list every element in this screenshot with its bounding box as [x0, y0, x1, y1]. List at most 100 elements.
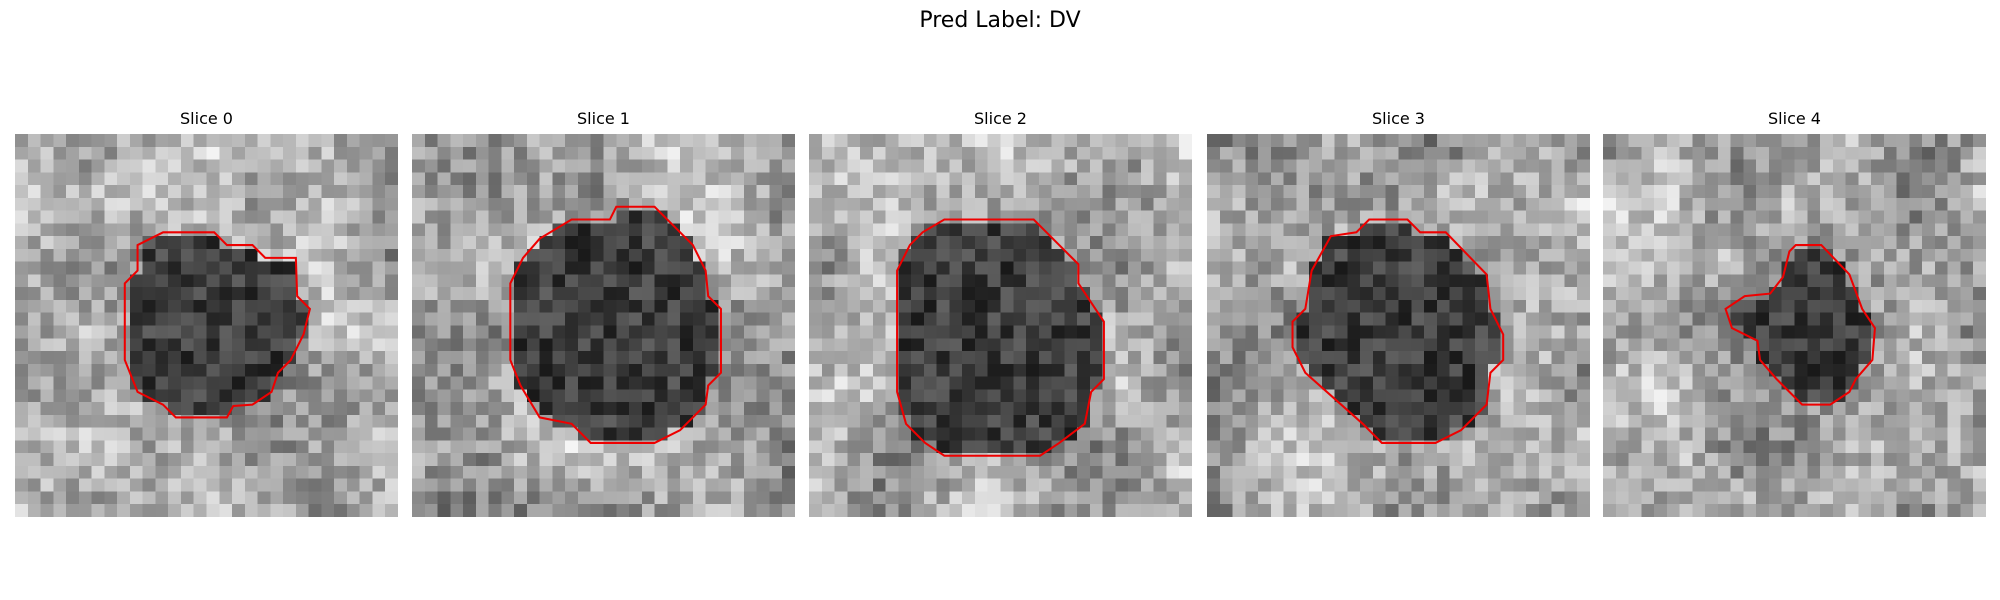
pixel: [654, 210, 668, 224]
pixel: [1628, 261, 1642, 275]
pixel: [1577, 223, 1590, 237]
pixel: [1000, 287, 1014, 300]
pixel: [257, 478, 271, 492]
pixel: [1077, 134, 1090, 147]
pixel: [1960, 414, 1974, 428]
pixel: [1038, 376, 1052, 390]
pixel: [603, 197, 617, 211]
pixel: [66, 197, 79, 211]
pixel: [359, 134, 373, 147]
pixel: [346, 197, 360, 211]
pixel: [1411, 185, 1425, 198]
pixel: [91, 414, 105, 428]
pixel: [1922, 236, 1935, 249]
pixel: [718, 197, 732, 211]
pixel: [565, 402, 578, 415]
pixel: [692, 185, 706, 198]
pixel: [1909, 491, 1923, 505]
pixel: [603, 338, 617, 352]
pixel: [1666, 197, 1680, 211]
pixel: [1960, 325, 1974, 339]
pixel: [1179, 478, 1192, 492]
pixel: [155, 287, 169, 300]
pixel: [1347, 478, 1361, 492]
pixel: [514, 236, 527, 249]
pixel: [15, 312, 28, 326]
pixel: [1051, 185, 1065, 198]
pixel: [769, 453, 783, 466]
pixel: [821, 427, 835, 441]
pixel: [1781, 414, 1795, 428]
pixel: [705, 363, 719, 377]
pixel: [1820, 197, 1833, 211]
pixel: [641, 491, 655, 505]
pixel: [577, 134, 591, 147]
pixel: [1781, 465, 1795, 479]
pixel: [1219, 299, 1233, 313]
pixel: [1858, 325, 1872, 339]
pixel: [1436, 363, 1450, 377]
pixel: [1207, 146, 1220, 160]
pixel: [552, 363, 566, 377]
pixel: [962, 159, 975, 173]
pixel: [1436, 210, 1450, 224]
pixel: [206, 159, 220, 173]
pixel: [488, 134, 502, 147]
pixel: [782, 465, 795, 479]
pixel: [898, 504, 912, 517]
pixel: [15, 491, 28, 505]
pixel: [1258, 338, 1271, 352]
pixel: [1296, 427, 1310, 441]
pixel: [1973, 338, 1986, 352]
pixel: [756, 504, 770, 517]
pixel: [283, 414, 296, 428]
pixel: [91, 146, 105, 160]
pixel: [1871, 172, 1884, 186]
pixel: [1883, 465, 1897, 479]
pixel: [346, 146, 360, 160]
pixel: [40, 325, 54, 339]
pixel: [1372, 363, 1386, 377]
pixel: [860, 159, 873, 173]
pixel: [1564, 197, 1578, 211]
pixel: [1026, 389, 1039, 403]
pixel: [1564, 236, 1578, 249]
pixel: [974, 248, 988, 262]
pixel: [1768, 159, 1782, 173]
pixel: [616, 134, 630, 147]
pixel: [1309, 453, 1322, 466]
pixel: [1321, 134, 1335, 147]
pixel: [667, 491, 681, 505]
pixel: [206, 134, 220, 147]
pixel: [1270, 465, 1284, 479]
pixel: [1577, 414, 1590, 428]
pixel: [1513, 427, 1527, 441]
pixel: [168, 363, 181, 377]
pixel: [1973, 172, 1986, 186]
pixel: [962, 351, 975, 364]
pixel: [1692, 427, 1706, 441]
pixel: [1743, 159, 1757, 173]
pixel: [27, 223, 41, 237]
pixel: [1089, 134, 1103, 147]
pixel: [334, 389, 347, 403]
pixel: [860, 172, 873, 186]
pixel: [1934, 389, 1948, 403]
pixel: [1717, 389, 1731, 403]
pixel: [1858, 236, 1872, 249]
pixel: [1794, 376, 1808, 390]
pixel: [885, 465, 899, 479]
pixel: [756, 427, 770, 441]
pixel: [308, 159, 322, 173]
pixel: [283, 376, 296, 390]
pixel: [1385, 402, 1399, 415]
pixel: [526, 491, 540, 505]
pixel: [1487, 389, 1501, 403]
pixel: [974, 159, 988, 173]
pixel: [1654, 197, 1667, 211]
pixel: [117, 248, 130, 262]
pixel: [1140, 453, 1154, 466]
pixel: [654, 453, 668, 466]
pixel: [257, 210, 271, 224]
pixel: [104, 134, 118, 147]
